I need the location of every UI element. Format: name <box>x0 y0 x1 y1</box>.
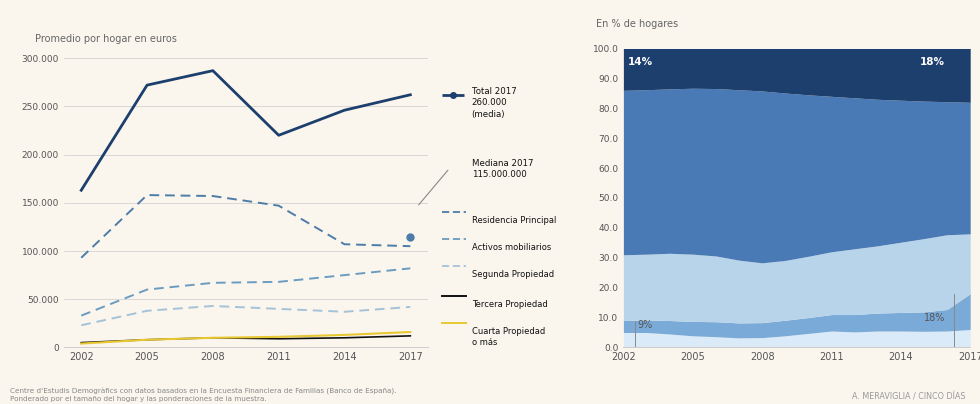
Text: Cuarta Propiedad
o más: Cuarta Propiedad o más <box>471 326 545 347</box>
Text: A. MERAVIGLIA / CINCO DÍAS: A. MERAVIGLIA / CINCO DÍAS <box>852 393 965 402</box>
Text: Promedio por hogar en euros: Promedio por hogar en euros <box>34 34 176 44</box>
Text: 18%: 18% <box>924 313 946 322</box>
Text: Segunda Propiedad: Segunda Propiedad <box>471 270 554 279</box>
Text: En % de hogares: En % de hogares <box>596 19 678 29</box>
Text: Residencia Principal: Residencia Principal <box>471 216 556 225</box>
Text: Centre d'Estudis Demogràfics con datos basados en la Encuesta Financiera de Fami: Centre d'Estudis Demogràfics con datos b… <box>10 388 396 402</box>
Text: Tercera Propiedad: Tercera Propiedad <box>471 300 547 309</box>
Text: Mediana 2017
115.000.000: Mediana 2017 115.000.000 <box>471 159 533 179</box>
Text: Activos mobiliarios: Activos mobiliarios <box>471 243 551 252</box>
Text: 14%: 14% <box>628 57 653 67</box>
Text: 18%: 18% <box>919 57 945 67</box>
Text: Total 2017
260.000
(media): Total 2017 260.000 (media) <box>471 87 516 118</box>
Text: 9%: 9% <box>637 320 653 330</box>
